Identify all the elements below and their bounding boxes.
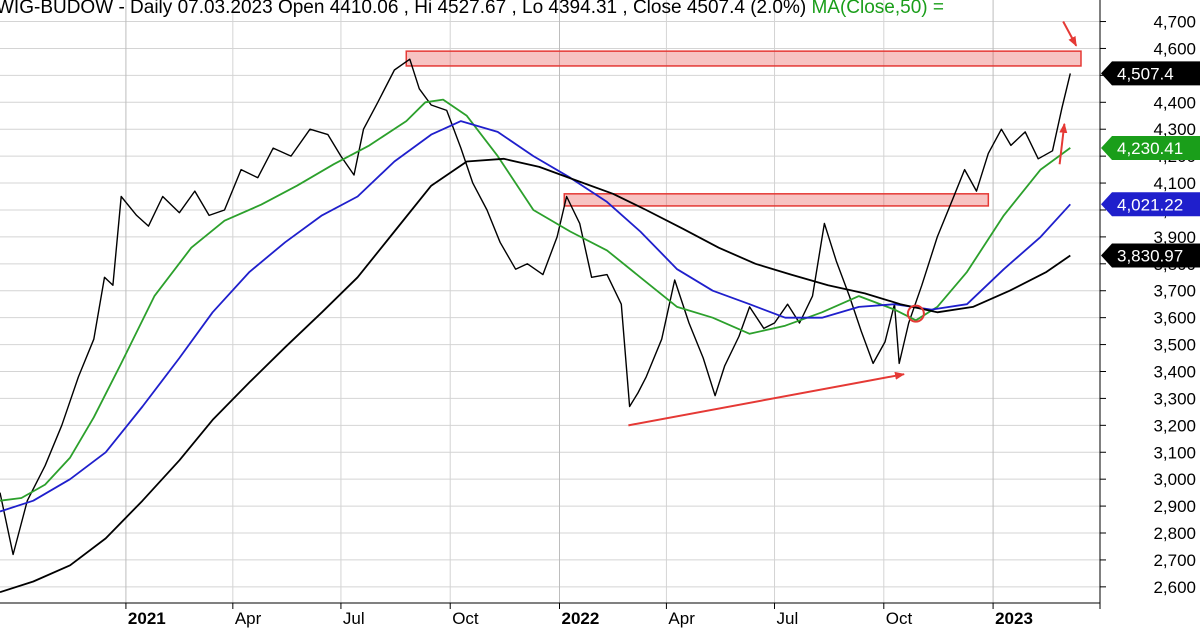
y-tick-label: 2,600 — [1153, 578, 1196, 597]
value-badge-bg — [1101, 192, 1200, 217]
x-tick-label: Apr — [668, 609, 695, 628]
marker-layer — [628, 21, 1078, 427]
x-tick-label: Jul — [777, 609, 799, 628]
moving-average-line — [0, 157, 1071, 594]
header-open-value: 4410.06 — [330, 0, 399, 18]
series-layer — [0, 58, 1071, 594]
resistance-zone — [405, 50, 1082, 67]
annotation-layer — [405, 50, 1082, 207]
x-tick-label: 2021 — [128, 609, 166, 628]
header-ma-label: MA(Close,50) = — [811, 0, 944, 18]
y-tick-label: 2,800 — [1153, 524, 1196, 543]
y-tick-label: 2,900 — [1153, 497, 1196, 516]
x-tick-label: 2023 — [995, 609, 1033, 628]
header-close-label: Close — [633, 0, 682, 18]
value-badge-bg — [1101, 243, 1200, 268]
y-tick-label: 4,300 — [1153, 120, 1196, 139]
value-badge: 4,507.4 — [1101, 61, 1200, 86]
trend-arrow — [628, 371, 905, 427]
x-tick-label: 2022 — [562, 609, 600, 628]
y-tick-label: 3,600 — [1153, 309, 1196, 328]
value-badge: 3,830.97 — [1101, 243, 1200, 268]
svg-text:WIG-BUDOW - Dail: WIG-BUDOW - Daily 07.03.2023 Open 4410.0… — [0, 0, 944, 18]
value-badge-label: 4,021.22 — [1117, 195, 1183, 214]
chart-header: WIG-BUDOW - Daily 07.03.2023 Open 4410.0… — [0, 0, 944, 18]
y-tick-label: 3,900 — [1153, 228, 1196, 247]
value-badge-label: 3,830.97 — [1117, 246, 1183, 265]
value-badge-bg — [1101, 135, 1200, 160]
y-tick-label: 3,000 — [1153, 470, 1196, 489]
y-tick-label: 3,100 — [1153, 443, 1196, 462]
header-low-value: 4394.31 — [548, 0, 617, 18]
header-open-label: Open — [278, 0, 324, 18]
y-tick-label: 4,400 — [1153, 93, 1196, 112]
grid — [0, 0, 1101, 603]
value-badge-bg — [1101, 61, 1200, 86]
moving-average-line — [0, 98, 1071, 502]
x-tick-label: Oct — [452, 609, 479, 628]
x-tick-label: Jul — [343, 609, 365, 628]
header-date: 07.03.2023 — [178, 0, 273, 18]
value-badge: 4,021.22 — [1101, 192, 1200, 217]
y-tick-label: 2,700 — [1153, 551, 1196, 570]
x-tick-label: Apr — [235, 609, 262, 628]
value-badge-label: 4,230.41 — [1117, 139, 1183, 158]
y-tick-label: 4,600 — [1153, 39, 1196, 58]
header-symbol: WIG-BUDOW — [0, 0, 113, 18]
header-high-value: 4527.67 — [437, 0, 506, 18]
value-badge: 4,230.41 — [1101, 135, 1200, 160]
y-tick-label: 4,700 — [1153, 13, 1196, 32]
y-tick-label: 3,300 — [1153, 389, 1196, 408]
trend-arrow — [1058, 122, 1068, 165]
badge-layer: 4,507.4 4,230.41 4,021.22 3,830.97 — [1101, 61, 1200, 268]
y-tick-label: 3,400 — [1153, 362, 1196, 381]
price-series-line — [0, 58, 1071, 556]
header-high-label: Hi — [414, 0, 432, 18]
y-tick-label: 4,100 — [1153, 174, 1196, 193]
resistance-zone — [563, 193, 990, 207]
trend-arrow — [1062, 21, 1078, 47]
header-period: Daily — [130, 0, 173, 18]
header-close-value: 4507.4 — [687, 0, 746, 18]
crossover-circle — [906, 304, 925, 323]
y-tick-label: 3,700 — [1153, 282, 1196, 301]
y-tick-label: 3,500 — [1153, 336, 1196, 355]
x-tick-label: Oct — [886, 609, 913, 628]
moving-average-line — [0, 120, 1071, 513]
value-badge-label: 4,507.4 — [1117, 64, 1174, 83]
y-tick-label: 3,200 — [1153, 416, 1196, 435]
header-low-label: Lo — [522, 0, 543, 18]
header-change: (2.0%) — [750, 0, 806, 18]
